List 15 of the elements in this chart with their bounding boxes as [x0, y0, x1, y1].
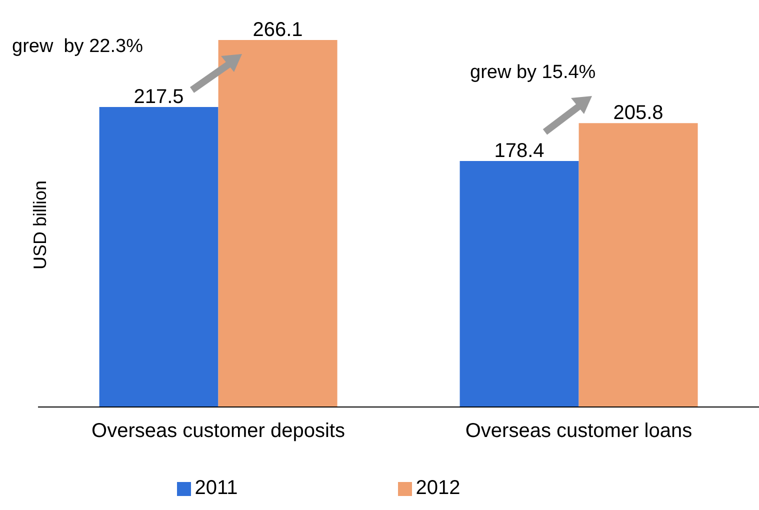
legend-label: 2012	[416, 477, 460, 499]
legend-label: 2011	[194, 477, 238, 499]
data-label: 205.8	[613, 102, 664, 124]
bar	[218, 40, 338, 407]
data-label: 266.1	[252, 19, 303, 41]
x-tick-label: Overseas customer loans	[465, 420, 692, 442]
x-tick-label: Overseas customer deposits	[92, 420, 345, 442]
data-label: 217.5	[134, 86, 184, 108]
bar	[578, 123, 698, 407]
bar	[460, 160, 579, 407]
data-label: 178.4	[494, 140, 544, 162]
bar	[99, 107, 218, 407]
annotation: grew by 22.3%	[12, 36, 143, 58]
annotation: grew by 15.4%	[470, 62, 596, 84]
y-axis-title: USD billion	[30, 180, 50, 270]
